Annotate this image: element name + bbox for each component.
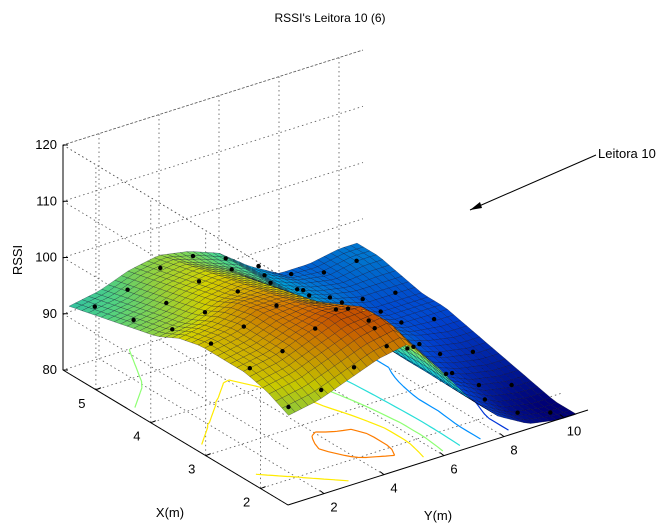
sample-point	[437, 351, 443, 357]
sample-point	[92, 304, 98, 309]
contour-line	[311, 428, 396, 459]
sample-point	[286, 404, 291, 410]
y-tick-label: 2	[330, 500, 337, 515]
grid-top-edge	[62, 144, 289, 281]
grid-line-z	[62, 49, 364, 281]
sample-point	[360, 296, 365, 302]
sample-point	[333, 307, 339, 312]
sample-point	[262, 273, 267, 278]
sample-point	[208, 341, 214, 346]
sample-point	[301, 288, 306, 293]
sample-point	[158, 265, 163, 271]
x-tick-label: 2	[243, 495, 250, 510]
sample-point	[307, 293, 312, 298]
x-tick-label: 4	[133, 429, 140, 444]
sample-point	[125, 287, 130, 292]
grid-top-edge	[62, 49, 364, 146]
sample-point	[509, 382, 514, 388]
sample-point	[170, 327, 175, 332]
sample-point	[190, 253, 196, 259]
sample-point	[256, 263, 261, 269]
annotation-arrowhead	[470, 202, 482, 210]
z-tick-label: 110	[36, 193, 57, 208]
sample-point	[354, 258, 359, 263]
sample-point	[417, 341, 422, 347]
sample-point	[372, 326, 377, 331]
x-tick-label: 3	[188, 462, 195, 477]
sample-point	[274, 303, 279, 308]
sample-point	[164, 300, 169, 306]
sample-point	[399, 320, 404, 325]
sample-point	[327, 295, 333, 300]
sample-point	[131, 317, 136, 323]
y-axis-line	[287, 409, 589, 506]
chart-title: RSSI's Leitora 10 (6)	[274, 11, 385, 25]
x-tick-mark	[260, 486, 266, 490]
grid-line-y	[98, 133, 325, 494]
y-tick-mark	[379, 471, 385, 476]
x-axis-label: X(m)	[156, 505, 184, 520]
y-tick-mark	[439, 452, 445, 457]
sample-point	[339, 300, 345, 305]
sample-point	[196, 279, 202, 284]
z-tick-label: 90	[43, 306, 57, 321]
x-tick-label: 5	[78, 396, 85, 411]
sample-point	[411, 344, 416, 349]
contour-lines	[128, 304, 509, 482]
tick-labels: 2 3 4 5 2 4 6 8 10 80 90 100 110 120	[35, 137, 581, 515]
sample-point	[431, 316, 437, 322]
sample-point	[289, 271, 294, 277]
sample-point	[378, 309, 383, 314]
sample-point	[443, 371, 449, 377]
grid-line-y	[158, 114, 385, 475]
sample-point	[405, 346, 410, 351]
z-tick-label: 120	[35, 137, 57, 152]
z-tick-label: 80	[43, 362, 57, 377]
y-tick-label: 4	[390, 481, 397, 496]
sample-point	[313, 326, 318, 331]
sample-point	[268, 280, 273, 285]
sample-point	[295, 287, 300, 292]
sample-point	[449, 370, 455, 376]
sample-point	[321, 270, 327, 275]
z-tick-label: 100	[35, 250, 57, 265]
y-tick-mark	[559, 414, 565, 419]
y-tick-label: 8	[510, 443, 517, 458]
sample-point	[470, 349, 476, 354]
sample-point	[247, 366, 252, 371]
sample-point	[223, 256, 228, 261]
z-axis-label: RSSI	[10, 245, 25, 275]
sample-point	[229, 267, 234, 272]
axes-box	[62, 144, 589, 506]
y-axis-label: Y(m)	[424, 508, 452, 523]
annotation-arrow	[469, 154, 597, 211]
sample-point	[482, 397, 488, 402]
sample-point	[280, 349, 285, 354]
surface-mesh	[68, 242, 577, 424]
sample-point	[384, 344, 389, 349]
sample-point	[351, 365, 357, 370]
sample-point	[366, 318, 371, 323]
sample-point	[241, 324, 246, 329]
y-tick-mark	[319, 490, 325, 495]
sample-point	[319, 387, 324, 393]
y-tick-label: 10	[567, 424, 581, 439]
x-tick-mark	[205, 453, 211, 457]
sample-point	[345, 306, 351, 311]
annotation-label: Leitora 10	[598, 146, 656, 161]
sample-point	[476, 382, 482, 388]
sample-point	[235, 289, 240, 294]
x-tick-mark	[150, 420, 156, 424]
x-axis-line	[62, 369, 289, 506]
sample-point	[202, 310, 208, 315]
y-tick-mark	[499, 433, 505, 438]
sample-point	[515, 410, 520, 415]
sample-point	[393, 290, 398, 295]
sample-point	[548, 410, 553, 415]
y-tick-label: 6	[450, 462, 457, 477]
x-tick-mark	[95, 387, 102, 391]
